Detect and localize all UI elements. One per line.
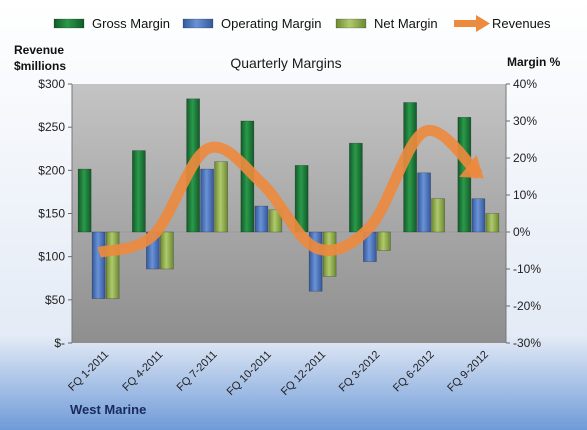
y-right-tick-label: 30% (513, 114, 537, 128)
revenues-line (97, 124, 483, 258)
bar-net-margin (214, 161, 228, 233)
bar-operating-margin (91, 231, 106, 299)
revenues-arrowhead (459, 154, 484, 179)
bar-net-margin (431, 198, 445, 233)
y-left-tick-label: $300 (38, 77, 65, 91)
bar-gross-margin (349, 142, 363, 233)
y-left-tick-label: $150 (38, 207, 65, 221)
y-right-tick-label: 40% (513, 77, 537, 91)
y-left-tick-label: $200 (38, 163, 65, 177)
y-right-tick-label: -30% (513, 336, 541, 350)
bar-net-margin (268, 209, 283, 233)
legend-swatch-gross-margin (53, 18, 85, 29)
y-left-ticks: $- $50 $100 $150 $200 $250 $300 (38, 77, 73, 350)
y-left-tick-label: $100 (38, 250, 65, 264)
y-left-label-line1: Revenue (14, 43, 64, 57)
y-right-tick-label: 10% (513, 188, 537, 202)
y-right-tick-label: 0% (513, 225, 531, 239)
revenue-line (97, 124, 484, 258)
bar-net-margin (160, 231, 174, 270)
bar-gross-margin (77, 168, 92, 233)
y-left-tick-label: $- (54, 336, 65, 350)
bar-operating-margin (200, 168, 214, 233)
y-left-label-line2: $millions (14, 59, 66, 73)
y-left-tick-label: $250 (38, 120, 65, 134)
bar-operating-margin (417, 172, 431, 233)
legend-label-gross-margin: Gross Margin (92, 16, 170, 31)
legend: Gross Margin Operating Margin Net Margin Re… (53, 15, 551, 32)
legend-label-operating-margin: Operating Margin (221, 16, 321, 31)
bar-net-margin (377, 231, 391, 251)
y-right-tick-label: 20% (513, 151, 537, 165)
bar-net-margin (105, 231, 120, 299)
legend-swatch-operating-margin (182, 18, 214, 29)
legend-label-revenues: Revenues (492, 16, 551, 31)
legend-swatch-net-margin (335, 18, 367, 29)
y-right-label: Margin % (507, 55, 561, 69)
bar-gross-margin (132, 150, 146, 233)
bar-net-margin (485, 213, 500, 233)
company-label: West Marine (70, 402, 146, 417)
bar-operating-margin (254, 205, 269, 233)
y-right-ticks: -30% -20% -10% 0% 10% 20% 30% 40% (505, 77, 541, 350)
y-left-tick-label: $50 (45, 293, 65, 307)
y-right-tick-label: -10% (513, 262, 541, 276)
legend-arrow-revenues (476, 15, 490, 32)
legend-label-net-margin: Net Margin (374, 16, 438, 31)
bar-operating-margin (471, 198, 486, 233)
y-right-tick-label: -20% (513, 299, 541, 313)
chart-title: Quarterly Margins (230, 55, 341, 71)
